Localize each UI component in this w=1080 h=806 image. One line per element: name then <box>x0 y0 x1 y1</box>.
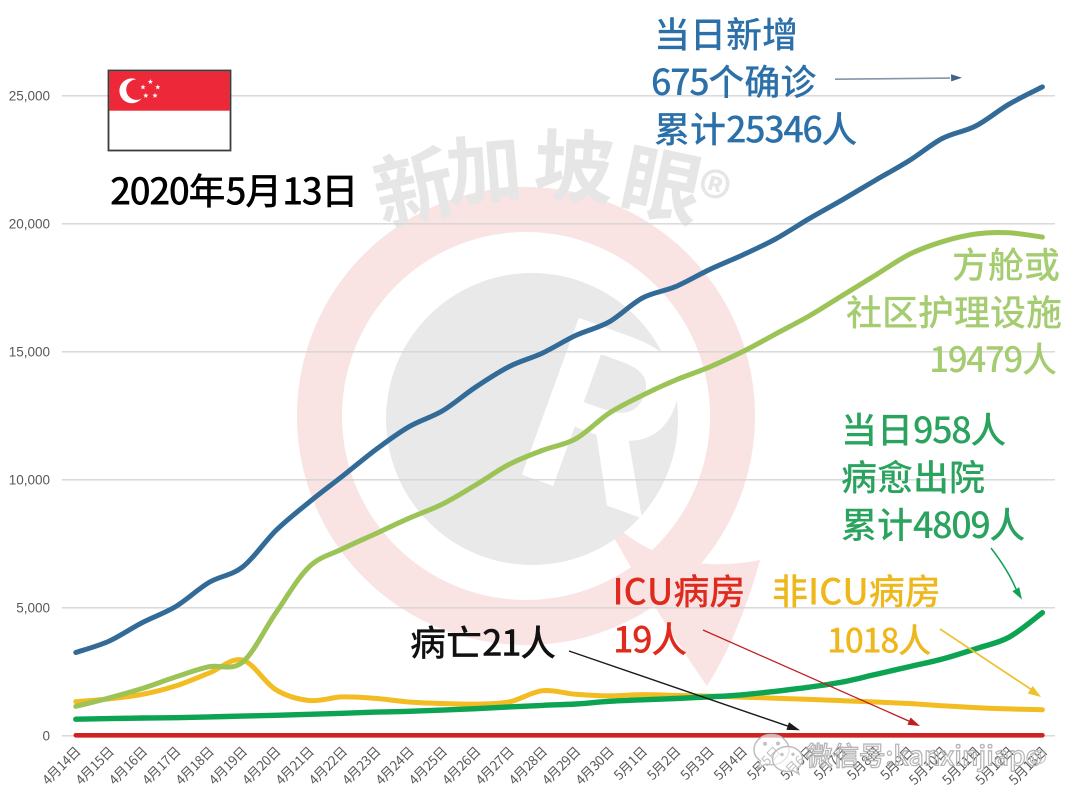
svg-text:10,000: 10,000 <box>9 472 50 487</box>
svg-text:5,000: 5,000 <box>16 600 50 615</box>
svg-text:20,000: 20,000 <box>9 216 50 231</box>
svg-text:15,000: 15,000 <box>9 344 50 359</box>
svg-text:0: 0 <box>42 728 50 743</box>
svg-text:25,000: 25,000 <box>9 88 50 103</box>
